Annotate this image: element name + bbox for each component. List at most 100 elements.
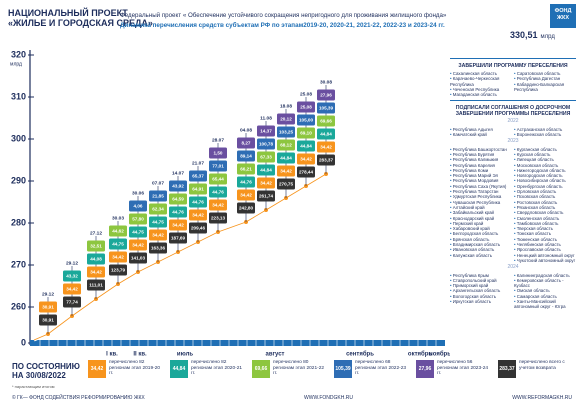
column: 261,74 34,42 44,84 67,33 100,78 14,37 11.08 xyxy=(257,115,275,212)
column: 209,46 34,42 44,76 64,91 65,37 21.07 xyxy=(189,160,207,244)
segment-box xyxy=(129,252,147,264)
segment-value: 187,69 xyxy=(171,236,185,241)
segment-box xyxy=(297,114,315,126)
region-column: Саратовская областьРеспублика ДагестанКа… xyxy=(514,71,576,97)
year-label: 2022 xyxy=(507,118,519,125)
segment-box xyxy=(317,141,335,153)
segment-box xyxy=(209,160,227,172)
segment-value: 67,33 xyxy=(260,155,272,160)
column: 242,80 34,42 44,76 66,21 89,14 8,27 04.08 xyxy=(237,127,255,224)
segment-value: 21,85 xyxy=(152,194,164,199)
segment-value: 105,00 xyxy=(299,118,313,123)
region: Новосибирская область xyxy=(514,178,576,183)
subtitle: Динамика перечисления средств субъектам … xyxy=(120,22,445,29)
legend-text: перечислено 56 регионам этап 2023-24 гг. xyxy=(437,360,489,377)
axis-tick-label: 0 xyxy=(21,337,26,347)
project-title: НАЦИОНАЛЬНЫЙ ПРОЕКТ «ЖИЛЬЕ И ГОРОДСКАЯ С… xyxy=(8,8,153,28)
footer-text: © ГК— ФОНД СОДЕЙСТВИЯ РЕФОРМИРОВАНИЮ ЖКХ xyxy=(12,395,145,401)
segment-value: 25,08 xyxy=(300,105,312,110)
segment-box xyxy=(189,170,207,182)
column-date: 11.08 xyxy=(260,115,272,121)
segment-box xyxy=(129,213,147,225)
region: Воронежская область xyxy=(514,132,576,137)
segment-value: 43,32 xyxy=(66,274,78,279)
legend-text: перечислено 80 регионам этап 2021-22 гг. xyxy=(273,360,325,377)
segment-box xyxy=(297,166,315,178)
region: Псковская область xyxy=(514,194,576,199)
segment-value: 30,91 xyxy=(42,318,54,323)
region: Удмуртская Республика xyxy=(450,194,512,199)
segment-box xyxy=(189,196,207,208)
segment-value: 44,84 xyxy=(260,168,272,173)
region: Республика Татарстан xyxy=(450,189,512,194)
region: Белгородская область xyxy=(450,231,512,236)
segment-box xyxy=(209,147,227,159)
column-date: 04.08 xyxy=(240,127,252,133)
axis-tick-label: 320 xyxy=(11,49,26,59)
segment-value: 34,42 xyxy=(152,233,164,238)
segment-value: 66,21 xyxy=(240,167,252,172)
footer-text: WWW.FONDGKH.RU xyxy=(304,395,353,401)
region: Сахалинская область xyxy=(450,71,512,76)
region: Архангельская область xyxy=(450,288,512,293)
segment-value: 64,91 xyxy=(192,187,204,192)
segment-value: 68,12 xyxy=(280,143,292,148)
region-column: Сахалинская областьКарачаево-Черкесская … xyxy=(450,71,512,97)
segment-box xyxy=(209,173,227,185)
total: 330,51 млрд xyxy=(510,30,555,40)
region: Омская область xyxy=(514,288,576,293)
region-column: Астраханская областьВоронежская область xyxy=(514,127,576,138)
region: Забайкальский край xyxy=(450,210,512,215)
region: Ставропольский край xyxy=(450,278,512,283)
segment-value: 44,62 xyxy=(112,229,124,234)
region-column: Республика КрымСтавропольский крайПримор… xyxy=(450,273,512,310)
column-date: 28.07 xyxy=(212,137,224,143)
column-date: 29.12 xyxy=(66,260,78,266)
column: 278,44 34,42 44,84 69,10 105,00 25,08 25.08 xyxy=(297,91,315,188)
period-label: сентябрь xyxy=(346,351,374,358)
legend-value: 283,37 xyxy=(498,360,516,378)
axis-tick-label: 290 xyxy=(11,175,26,185)
segment-value: 64,59 xyxy=(172,197,184,202)
segment-box xyxy=(129,226,147,238)
segment-box xyxy=(277,152,295,164)
region: Тамбовская область xyxy=(514,221,576,226)
column: 163,36 34,42 44,75 62,34 21,85 07.07 xyxy=(149,180,167,264)
column-date: 30.06 xyxy=(132,190,144,196)
segment-box xyxy=(189,183,207,195)
segment-value: 44,75 xyxy=(152,220,164,225)
status-note: * нарастающим итогом xyxy=(12,384,55,389)
region: Московская область xyxy=(514,163,576,168)
region: Алтайский край xyxy=(450,205,512,210)
segment-value: 27,96 xyxy=(320,93,332,98)
region: Владимирская область xyxy=(450,242,512,247)
segment-value: 44,76 xyxy=(240,180,252,185)
segment-box xyxy=(169,193,187,205)
segment-box xyxy=(257,125,275,137)
region: Кемеровская область - Кузбасс xyxy=(514,278,576,289)
segment-box xyxy=(237,150,255,162)
federal-project: Федеральный проект « Обеспечение устойчи… xyxy=(120,12,447,19)
column-date: 07.07 xyxy=(152,180,164,186)
region: Республика Мордовия xyxy=(450,178,512,183)
segment-box xyxy=(149,229,167,241)
region: Тюменская область xyxy=(514,237,576,242)
segment-box xyxy=(129,200,147,212)
column: 30,91 30,91 29.12 xyxy=(39,291,57,336)
segment-value: 105,39 xyxy=(319,106,333,111)
segment-value: 89,14 xyxy=(240,154,252,159)
segment-box xyxy=(209,212,227,224)
timeline-band xyxy=(30,340,445,346)
segment-value: 44,84 xyxy=(280,156,292,161)
region: Иркутская область xyxy=(450,299,512,304)
legend-value: 69,66 xyxy=(252,360,270,378)
segment-value: 34,42 xyxy=(90,270,102,275)
segment-box xyxy=(169,180,187,192)
segment-value: 123,79 xyxy=(111,268,125,273)
timeline: млрд 320 310 300 290 280 270 260 0 I кв. II кв. июл… xyxy=(10,49,450,358)
region-column: Республика БашкортостанРеспублика Буряти… xyxy=(450,147,512,264)
segment-value: 65,37 xyxy=(192,174,204,179)
segment-box xyxy=(189,209,207,221)
region: Республика Дагестан xyxy=(514,76,576,81)
segment-value: 62,34 xyxy=(152,207,164,212)
